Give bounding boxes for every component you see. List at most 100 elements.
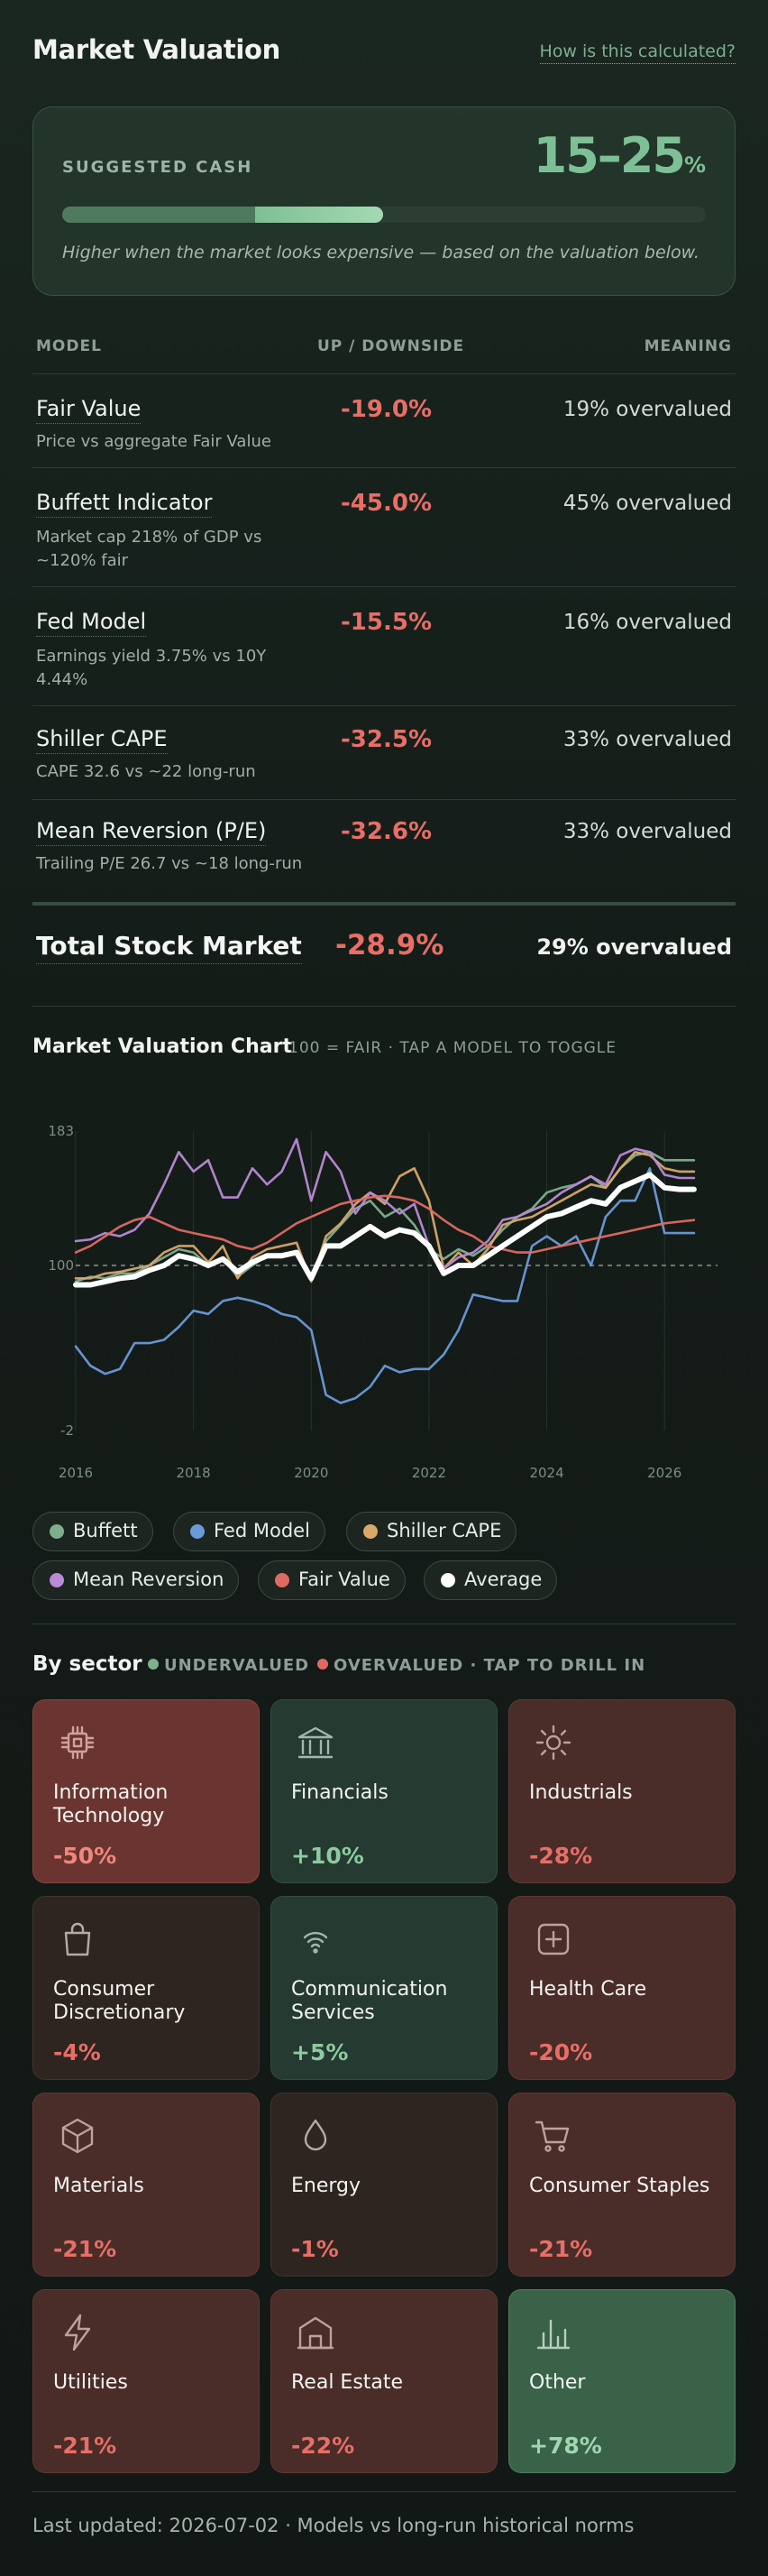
sector-tile-real-estate[interactable]: Real Estate -22% [270, 2289, 498, 2473]
sector-tile-industrials[interactable]: Industrials -28% [508, 1699, 736, 1883]
model-value: -45.0% [341, 490, 432, 517]
sector-tile-information-technology[interactable]: Information Technology -50% [32, 1699, 260, 1883]
legend-average[interactable]: Average [424, 1560, 558, 1600]
sector-name: Health Care [529, 1978, 647, 2001]
chip-icon [60, 1725, 95, 1760]
key-under-label: UNDERVALUED [164, 1656, 310, 1675]
model-name[interactable]: Fed Model [36, 609, 147, 637]
sector-tile-health-care[interactable]: Health Care -20% [508, 1896, 736, 2080]
page-title: Market Valuation [32, 34, 281, 65]
model-sub: Trailing P/E 26.7 vs ~18 long-run [36, 854, 303, 873]
key-undervalued: UNDERVALUED [148, 1656, 309, 1675]
model-meaning: 33% overvalued [562, 820, 732, 843]
legend-fed-model[interactable]: Fed Model [173, 1512, 325, 1551]
series-line-fair-value [74, 1194, 696, 1254]
table-row[interactable]: Shiller CAPE CAPE 32.6 vs ~22 long-run -… [32, 705, 736, 799]
medical-plus-icon [537, 1923, 570, 1955]
legend-buffett[interactable]: Buffett [32, 1512, 153, 1551]
total-name[interactable]: Total Stock Market [36, 931, 302, 964]
model-name[interactable]: Mean Reversion (P/E) [36, 818, 267, 846]
series-line-mean-reversion [74, 1137, 696, 1270]
sector-name: Communication Services [291, 1978, 448, 2024]
table-row[interactable]: Fed Model Earnings yield 3.75% vs 10Y 4.… [32, 586, 736, 705]
sector-tile-consumer-staples[interactable]: Consumer Staples -21% [508, 2093, 736, 2277]
legend-dot [190, 1524, 205, 1539]
droplet-icon [304, 2119, 327, 2151]
model-name[interactable]: Shiller CAPE [36, 726, 168, 754]
cash-note: Higher when the market looks expensive —… [62, 243, 699, 262]
sector-tile-consumer-discretionary[interactable]: Consumer Discretionary -4% [32, 1896, 260, 2080]
cash-range-base [62, 207, 255, 223]
sector-tile-materials[interactable]: Materials -21% [32, 2093, 260, 2277]
legend-label: Mean Reversion [73, 1569, 224, 1590]
legend-fair-value[interactable]: Fair Value [258, 1560, 406, 1600]
cash-unit: % [683, 152, 706, 178]
legend-shiller-cape[interactable]: Shiller CAPE [346, 1512, 517, 1551]
divider [32, 2491, 736, 2492]
total-value: -28.9% [335, 929, 444, 961]
sector-tile-communication-services[interactable]: Communication Services +5% [270, 1896, 498, 2080]
sector-tile-other[interactable]: Other +78% [508, 2289, 736, 2473]
sun-gear-icon [535, 1725, 571, 1761]
legend-mean-reversion[interactable]: Mean Reversion [32, 1560, 240, 1600]
y-tick-label: 183 [48, 1123, 74, 1139]
key-over-label: OVERVALUED · TAP TO DRILL IN [334, 1656, 646, 1675]
sector-value: -50% [53, 1843, 117, 1869]
series-line-average [73, 1172, 697, 1288]
key-dot-under [148, 1659, 159, 1670]
sector-value: +10% [291, 1843, 364, 1869]
col-model: MODEL [36, 337, 102, 355]
cash-range-fill [255, 207, 383, 223]
sector-tile-financials[interactable]: Financials +10% [270, 1699, 498, 1883]
sector-title: By sector [32, 1652, 142, 1676]
legend-label: Fair Value [298, 1569, 390, 1590]
legend-label: Average [464, 1569, 543, 1590]
chart-legend: Buffett Fed Model Shiller CAPE Mean Reve… [32, 1512, 736, 1602]
house-icon [297, 2316, 334, 2350]
sector-name: Consumer Discretionary [53, 1978, 186, 2024]
total-row[interactable]: Total Stock Market -28.9% 29% overvalued [32, 902, 736, 1007]
col-updown: UP / DOWNSIDE [317, 337, 465, 355]
x-tick-label: 2016 [59, 1465, 93, 1479]
legend-dot [50, 1524, 64, 1539]
x-tick-label: 2022 [412, 1465, 446, 1479]
model-sub: Earnings yield 3.75% vs 10Y 4.44% [36, 647, 267, 689]
bar-chart-icon [536, 2319, 571, 2350]
valuation-chart[interactable]: 2016 2018 2020 2022 2024 2026 183 100 -2 [32, 1100, 736, 1479]
cash-range-bar [62, 207, 706, 223]
how-calculated-link[interactable]: How is this calculated? [539, 41, 736, 64]
sector-value: -1% [291, 2236, 339, 2262]
sector-tile-utilities[interactable]: Utilities -21% [32, 2289, 260, 2473]
sector-name: Energy [291, 2175, 361, 2197]
model-meaning: 33% overvalued [562, 728, 732, 751]
model-value: -32.5% [341, 726, 432, 753]
model-name[interactable]: Fair Value [36, 396, 142, 424]
legend-label: Shiller CAPE [387, 1520, 502, 1541]
cube-icon [61, 2118, 94, 2154]
sector-tile-energy[interactable]: Energy -1% [270, 2093, 498, 2277]
shopping-bag-icon [64, 1922, 91, 1956]
table-row[interactable]: Mean Reversion (P/E) Trailing P/E 26.7 v… [32, 799, 736, 898]
legend-label: Fed Model [214, 1520, 310, 1541]
sector-name: Information Technology [53, 1781, 169, 1827]
sector-value: -4% [53, 2039, 101, 2065]
model-sub: Market cap 218% of GDP vs ~120% fair [36, 528, 262, 570]
col-meaning: MEANING [644, 337, 732, 355]
model-meaning: 19% overvalued [562, 398, 732, 421]
x-tick-label: 2024 [529, 1465, 563, 1479]
table-row[interactable]: Buffett Indicator Market cap 218% of GDP… [32, 467, 736, 586]
model-value: -15.5% [341, 609, 432, 636]
table-row[interactable]: Fair Value Price vs aggregate Fair Value… [32, 373, 736, 467]
sector-name: Other [529, 2371, 586, 2394]
sector-name: Utilities [53, 2371, 128, 2394]
wifi-icon [303, 1931, 328, 1954]
bank-icon [297, 1726, 334, 1759]
x-tick-label: 2026 [647, 1465, 681, 1479]
header: Market Valuation How is this calculated? [32, 31, 736, 67]
x-tick-label: 2018 [177, 1465, 211, 1479]
sector-name: Consumer Staples [529, 2175, 710, 2197]
model-name[interactable]: Buffett Indicator [36, 490, 213, 518]
cart-icon [535, 2121, 570, 2152]
sector-name: Financials [291, 1781, 389, 1804]
chart-title: Market Valuation Chart [32, 1035, 292, 1058]
